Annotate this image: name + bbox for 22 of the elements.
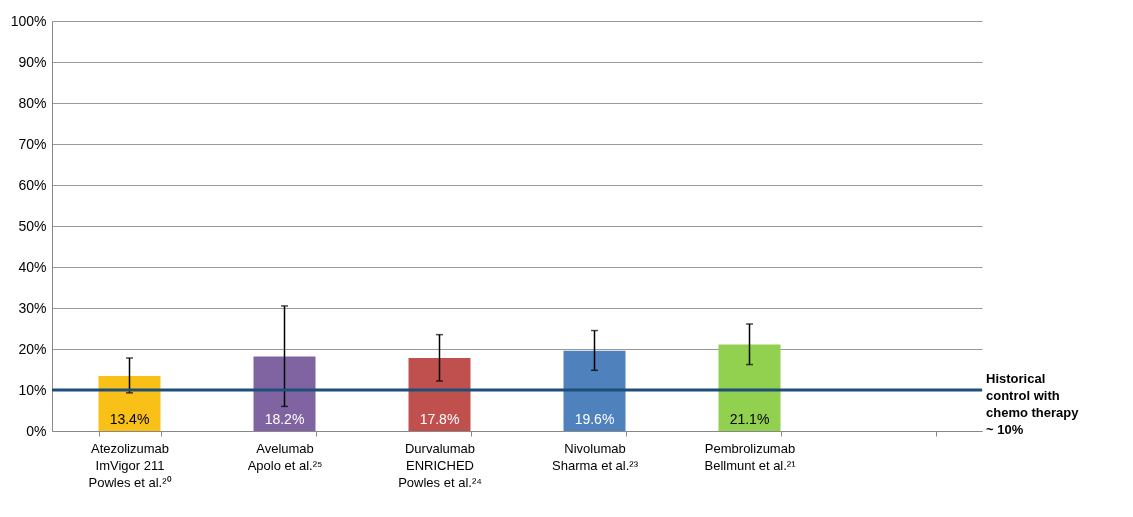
x-tick-label: Nivolumab Sharma et al.²³ — [552, 440, 639, 473]
ref-line-label: Historical control with chemo therapy ~ 10% — [986, 371, 1080, 437]
y-tick-label: 60% — [18, 176, 47, 193]
x-tick-label: Durvalumab ENRICHED Powles et al.²⁴ — [398, 440, 482, 490]
x-tick-label: Avelumab Apolo et al.²⁵ — [247, 440, 323, 473]
y-tick-label: 30% — [18, 299, 47, 316]
data-label: 18.2% — [264, 411, 305, 427]
y-tick-label: 80% — [18, 94, 47, 111]
y-tick-label: 70% — [18, 135, 47, 152]
data-label: 21.1% — [729, 411, 770, 427]
y-tick-label: 20% — [18, 340, 47, 357]
y-tick-label: 0% — [26, 422, 47, 439]
data-label: 17.8% — [419, 411, 460, 427]
y-tick-label: 10% — [18, 381, 47, 398]
y-tick-label: 100% — [10, 12, 47, 29]
x-tick-label: Pembrolizumab Bellmunt et al.²¹ — [704, 440, 797, 473]
y-tick-label: 40% — [18, 258, 47, 275]
y-tick-label: 90% — [18, 53, 47, 70]
data-label: 13.4% — [109, 411, 150, 427]
y-tick-label: 50% — [18, 217, 47, 234]
x-tick-label: Atezolizumab ImVigor 211 Powles et al.²⁰ — [88, 440, 172, 490]
data-label: 19.6% — [574, 411, 615, 427]
